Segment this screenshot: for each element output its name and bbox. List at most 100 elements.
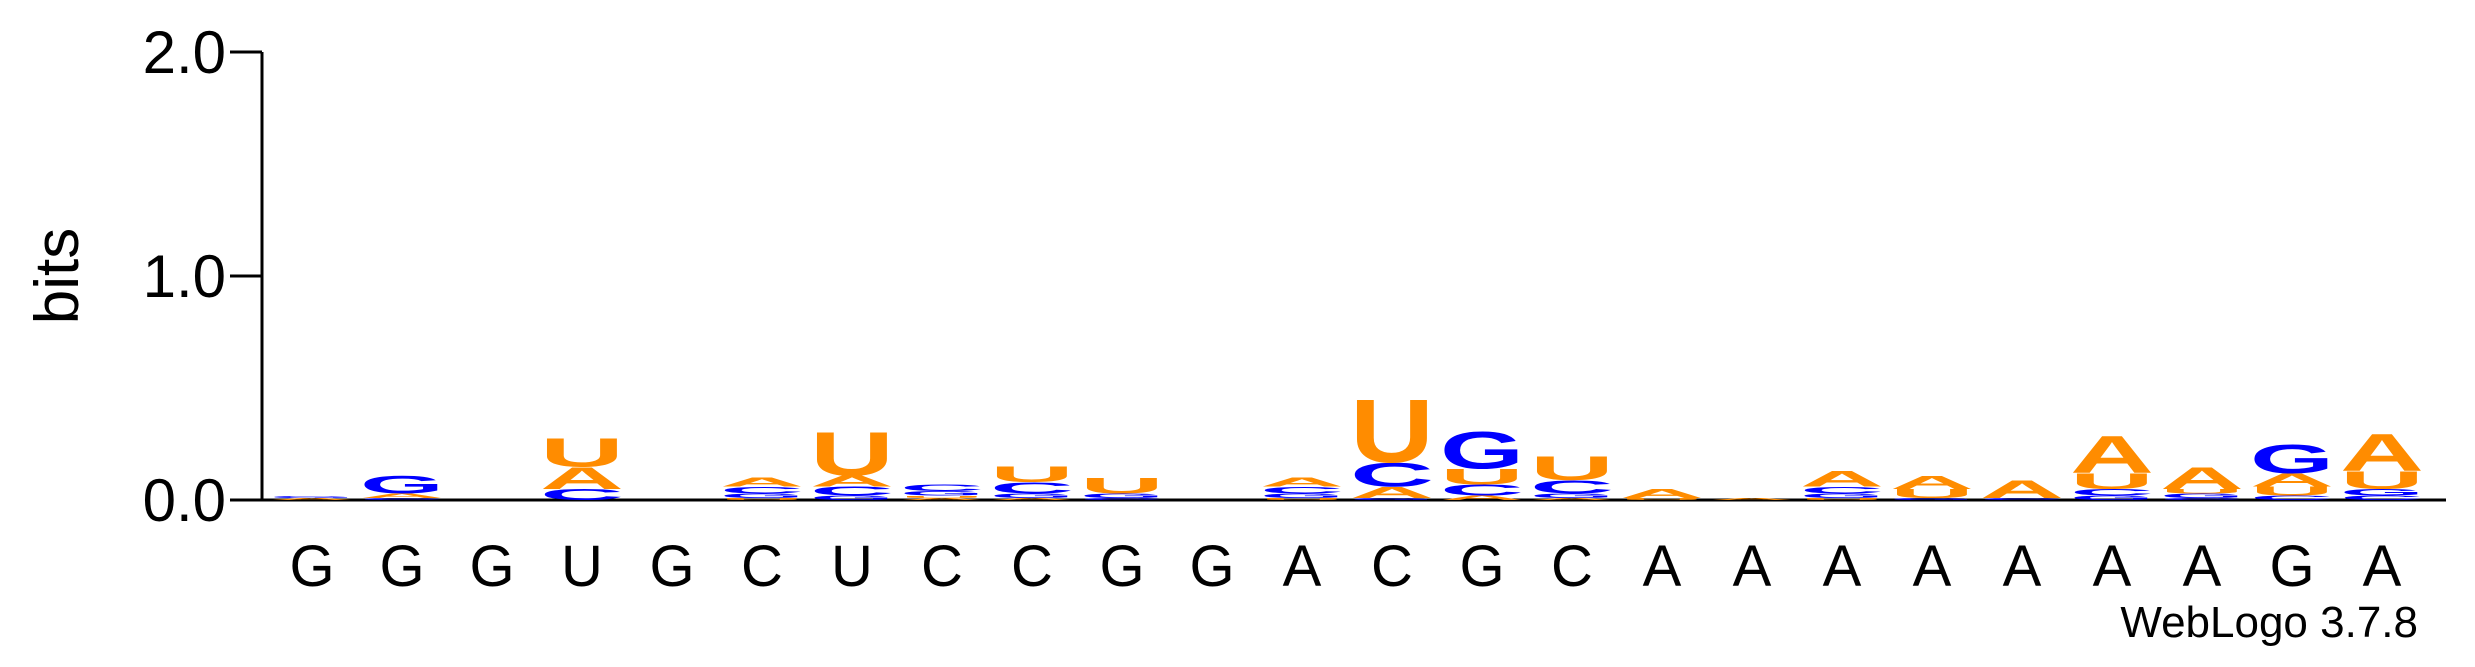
logo-letter: G [720,492,804,499]
letter-stack-slot: A [810,473,894,490]
x-tick-label: C [1011,534,1053,599]
letter-stack-slot: A [720,475,804,489]
letter-stack-slot: G [1350,497,1434,500]
logo-letter: U [1530,449,1614,487]
logo-letter: C [2070,487,2154,497]
letter-stack-slot: U [1620,497,1704,500]
logo-letter: A [1890,472,1974,493]
letter-stack-slot: C [1530,477,1614,498]
x-tick-label: A [1733,534,1772,599]
letter-stack-slot: U [2340,467,2424,495]
logo-letter: G [1800,492,1884,499]
letter-stack-slot: G [1440,421,1524,480]
letter-stack-slot: A [1620,487,1704,501]
letter-stack-slot: A [540,461,624,496]
logo-letter: G [1530,492,1614,499]
logo-letter: G [2070,494,2154,501]
letter-stack-slot: U [1260,497,1344,500]
letter-stack-slot: A [900,497,984,500]
logo-letter: C [1350,455,1434,493]
logo-letter: U [2160,488,2244,495]
letter-stack-slot: G [360,471,444,499]
logo-letter: U [1260,497,1344,500]
logo-letter: C [900,483,984,493]
x-tick-label: A [1283,534,1322,599]
letter-stack-slot: C [720,485,804,495]
logo-letter: G [1890,497,1974,500]
letter-stack-slot: A [1440,494,1524,501]
logo-letter: U [1350,381,1434,481]
x-tick-label: A [1913,534,1952,599]
logo-letter: C [1530,477,1614,498]
x-tick-label: G [649,534,694,599]
letter-stack-slot: A [1260,475,1344,489]
letter-stack-slot: G [2160,492,2244,499]
x-tick-label: U [831,534,873,599]
logo-letter: A [1260,475,1344,489]
x-tick-label: C [741,534,783,599]
letter-stack-slot: U [540,430,624,475]
x-tick-label: A [2093,534,2132,599]
x-tick-label: G [1099,534,1144,599]
logo-letter: A [1800,467,1884,491]
y-tick-label: 2.0 [143,19,226,86]
logo-letter: U [810,419,894,488]
logo-letter: C [2340,494,2424,501]
letter-stack-slot: U [1530,449,1614,487]
y-tick-label: 0.0 [143,467,226,534]
x-tick-label: A [2183,534,2222,599]
letter-stack-slot: U [1440,465,1524,489]
logo-letter: G [2250,437,2334,482]
x-tick-label: U [561,534,603,599]
letter-stack-slot: A [1890,472,1974,493]
logo-letter: A [360,492,444,499]
logo-letter: C [1080,497,1164,500]
footer: WebLogo 3.7.8 [2120,598,2418,647]
logo-letter: C [540,486,624,503]
letter-stack-slot: A [1710,497,1794,500]
letter-stack-slot: U [1890,487,1974,501]
x-tick-label: G [469,534,514,599]
x-tick-label: A [1643,534,1682,599]
letter-stack-slot: G [2250,437,2334,482]
y-tick-label: 1.0 [143,243,226,310]
logo-letter: G [1260,492,1344,499]
logo-letter: U [1800,497,1884,500]
logo-letter: G [2340,487,2424,497]
x-tick-label: G [2269,534,2314,599]
letter-stack-slot: U [1800,497,1884,500]
letter-stack-slot: C [360,497,444,500]
logo-letter: U [1620,497,1704,500]
letter-stack-slot: C [2160,497,2244,500]
logo-letter: A [2340,423,2424,482]
letter-stack-slot: G [2340,487,2424,497]
logo-letter: G [1080,492,1164,499]
letter-stack-slot: G [990,492,1074,499]
logo-letter: G [270,495,354,498]
letter-stack-slot: A [1530,497,1614,500]
logo-letter: A [1710,497,1794,500]
letter-stack-slot: G [1530,492,1614,499]
logo-letter: A [2160,461,2244,496]
letter-stack-slot: U [1080,474,1164,498]
logo-letter: G [810,494,894,501]
letter-stack-slot: A [990,497,1074,500]
letter-stack-slot: A [1350,484,1434,501]
x-tick-label: C [1551,534,1593,599]
logo-letter: A [1440,494,1524,501]
letter-stack-slot: A [270,497,354,500]
letter-stack-slot: C [1260,485,1344,495]
letter-stack-slot: A [2340,423,2424,482]
logo-letter: A [270,497,354,500]
logo-letter: C [720,485,804,495]
logo-letter: C [1260,485,1344,495]
letter-stack-slot: U [2250,484,2334,498]
logo-letter: U [900,495,984,498]
logo-letter: U [540,430,624,475]
logo-letter: U [2070,469,2154,493]
logo-letter: A [1980,476,2064,504]
letter-stack-slot: G [810,494,894,501]
logo-letter: U [2340,467,2424,495]
letter-stack-slot: U [1350,381,1434,481]
letter-stack-slot: C [2250,494,2334,501]
